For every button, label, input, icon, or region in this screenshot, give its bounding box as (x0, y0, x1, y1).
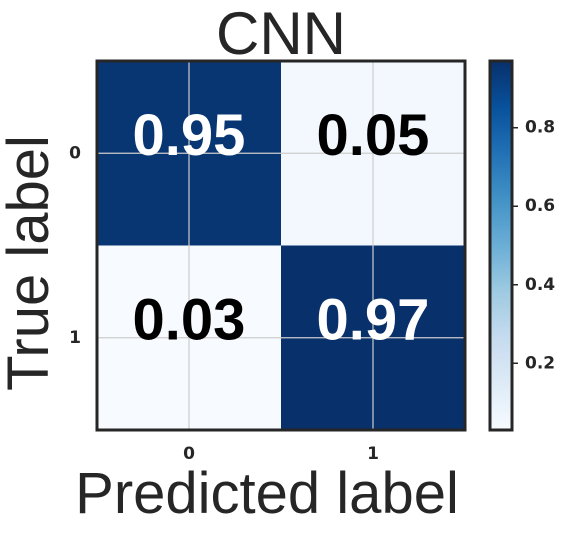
plot-frame (95, 59, 467, 432)
colorbar-tick-label: 0.4 (525, 275, 555, 295)
x-axis-label: Predicted label (75, 461, 459, 526)
cell-value-label: 0.03 (133, 287, 246, 352)
x-tick-label: 0 (183, 444, 195, 464)
y-tick-label: 0 (69, 143, 81, 163)
x-tick-label: 1 (367, 444, 379, 464)
colorbar (488, 59, 514, 432)
y-axis-label: True label (0, 135, 61, 391)
y-tick-label: 1 (69, 328, 81, 348)
colorbar-tick-label: 0.2 (525, 353, 555, 373)
cell-value-label: 0.97 (317, 287, 430, 352)
colorbar-tick-label: 0.8 (525, 118, 555, 138)
gridlines (97, 61, 465, 430)
cell-value-labels: 0.95 0.05 0.03 0.97 (133, 103, 430, 353)
cell-value-label: 0.95 (133, 103, 246, 168)
cell-value-label: 0.05 (317, 103, 430, 168)
chart-title: CNN (216, 0, 346, 67)
colorbar-tick-label: 0.6 (525, 196, 555, 216)
colorbar-ticks: 0.2 0.4 0.6 0.8 (512, 118, 555, 373)
y-tick-labels: 01 (69, 143, 81, 348)
